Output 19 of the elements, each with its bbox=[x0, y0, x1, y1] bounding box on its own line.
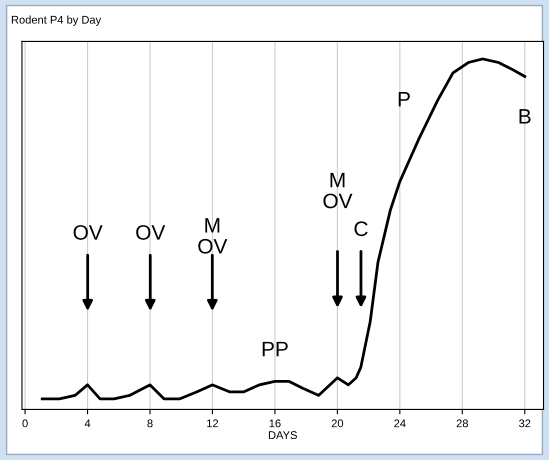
x-axis-title: DAYS bbox=[268, 431, 297, 440]
chart-title: Rodent P4 by Day bbox=[12, 16, 102, 26]
x-tick-label: 32 bbox=[519, 419, 530, 428]
annotation: B bbox=[520, 109, 531, 124]
x-tick-label: 28 bbox=[456, 419, 468, 428]
x-tick-label: 8 bbox=[147, 419, 153, 428]
x-tick-label: 4 bbox=[84, 420, 90, 428]
annotation: M OV bbox=[323, 172, 352, 208]
x-tick-label: 12 bbox=[207, 419, 218, 428]
annotation: C bbox=[354, 221, 368, 236]
x-tick-label: 20 bbox=[332, 419, 344, 428]
annotation: OV bbox=[136, 225, 166, 240]
x-tick-label: 16 bbox=[270, 419, 281, 428]
x-tick-label: 24 bbox=[394, 419, 406, 428]
annotation: PP bbox=[262, 342, 288, 356]
annotation: OV bbox=[74, 225, 103, 240]
x-tick-label: 0 bbox=[22, 419, 28, 428]
annotation: M OV bbox=[198, 218, 228, 254]
annotation: P bbox=[398, 92, 410, 106]
